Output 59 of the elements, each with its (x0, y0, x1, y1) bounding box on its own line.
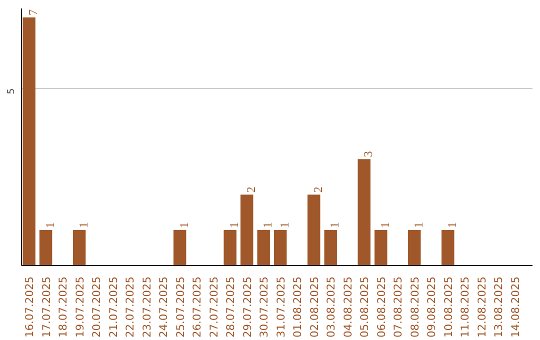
data-label: 1 (444, 222, 459, 228)
x-tick-label: 12.08.2025 (475, 276, 488, 338)
data-label: 1 (260, 222, 275, 228)
data-label: 2 (310, 186, 325, 193)
bar (224, 230, 236, 266)
bar (274, 230, 287, 266)
bar (240, 194, 254, 266)
x-tick-label: 01.08.2025 (291, 276, 304, 338)
bar (408, 230, 421, 266)
data-label: 1 (328, 222, 342, 228)
x-tick-label: 17.07.2025 (40, 276, 53, 338)
x-tick-label: 26.07.2025 (190, 276, 204, 338)
x-tick-label: 07.08.2025 (392, 276, 405, 338)
x-tick-label: 28.07.2025 (224, 276, 238, 338)
x-tick-label: 08.08.2025 (408, 276, 422, 338)
x-tick-label: 29.07.2025 (240, 276, 254, 338)
x-tick-label: 19.07.2025 (73, 276, 86, 338)
bar (257, 230, 270, 266)
bar (22, 17, 36, 266)
x-tick-label: 09.08.2025 (425, 276, 438, 338)
data-label: 1 (227, 222, 242, 228)
x-tick-label: 05.08.2025 (358, 276, 372, 338)
x-tick-label: 04.08.2025 (341, 276, 354, 338)
bar (324, 230, 337, 266)
x-tick-label: 06.08.2025 (374, 276, 388, 338)
bar (358, 159, 370, 266)
x-tick-label: 13.08.2025 (492, 276, 506, 338)
x-tick-label: 02.08.2025 (308, 276, 321, 338)
x-tick-label: 30.07.2025 (258, 276, 271, 338)
bar (173, 230, 186, 266)
bar (39, 230, 52, 266)
x-tick-label: 22.07.2025 (124, 276, 137, 338)
data-label: 1 (411, 222, 426, 228)
bar (374, 230, 388, 266)
bar (442, 230, 454, 266)
x-tick-label: 14.08.2025 (508, 276, 522, 338)
y-tick-label: 5 (6, 88, 17, 94)
data-label: 7 (26, 9, 40, 16)
data-label: 1 (42, 222, 57, 228)
x-tick-label: 03.08.2025 (324, 276, 338, 338)
x-tick-label: 31.07.2025 (274, 276, 288, 338)
x-tick-label: 18.07.2025 (56, 276, 70, 338)
data-label: 1 (378, 222, 392, 228)
bar (307, 194, 320, 266)
x-tick-label: 11.08.2025 (458, 276, 472, 338)
x-tick-label: 10.08.2025 (442, 276, 455, 338)
bar (72, 230, 86, 266)
x-tick-label: 24.07.2025 (157, 276, 170, 338)
data-label: 1 (277, 222, 292, 228)
x-tick-label: 21.07.2025 (106, 276, 120, 338)
x-tick-label: 27.07.2025 (207, 276, 220, 338)
data-label: 1 (76, 222, 90, 228)
x-tick-label: 23.07.2025 (140, 276, 154, 338)
data-label: 1 (176, 222, 191, 228)
x-tick-label: 16.07.2025 (23, 276, 36, 338)
data-label: 2 (244, 186, 258, 193)
x-tick-label: 20.07.2025 (90, 276, 104, 338)
data-label: 3 (361, 151, 376, 158)
x-tick-label: 25.07.2025 (174, 276, 187, 338)
